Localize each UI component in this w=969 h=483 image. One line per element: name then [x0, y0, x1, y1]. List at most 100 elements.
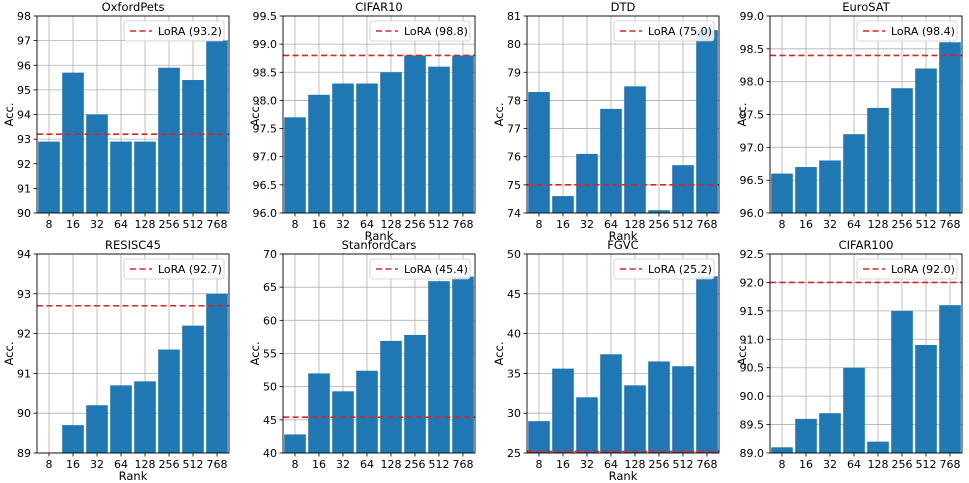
- y-tick-label: 74: [507, 207, 521, 220]
- y-tick-label: 89.0: [740, 447, 765, 460]
- y-axis-label: Acc.: [2, 342, 16, 366]
- y-tick-label: 25: [507, 447, 521, 460]
- axes-frame: [526, 15, 720, 214]
- x-tick-label: 8: [779, 458, 786, 471]
- x-tick-label: 512: [429, 458, 450, 471]
- chart-title: CIFAR10: [355, 0, 402, 14]
- bar-rank-256: [891, 310, 913, 453]
- x-tick-label: 128: [868, 218, 889, 231]
- x-tick-label: 64: [604, 218, 618, 231]
- x-tick-label: 16: [66, 458, 80, 471]
- x-tick-label: 16: [799, 458, 813, 471]
- bar-rank-128: [134, 141, 156, 213]
- x-tick-label: 8: [46, 218, 53, 231]
- y-tick-label: 79: [507, 66, 521, 79]
- bar-rank-32: [576, 153, 598, 213]
- x-tick-label: 512: [429, 218, 450, 231]
- y-tick-label: 97: [17, 35, 31, 48]
- x-tick-label: 16: [312, 458, 326, 471]
- y-tick-label: 95: [17, 84, 31, 97]
- y-tick-label: 97.0: [740, 141, 765, 154]
- bar-rank-64: [110, 141, 132, 213]
- x-tick-label: 8: [46, 458, 53, 471]
- panel-eurosat: 96.0 96.5 97.0 97.5 98.0 98.5 99.0 8 16 32 64 128 25…: [735, 0, 963, 231]
- bar-rank-256: [158, 349, 180, 453]
- x-tick-label: 128: [135, 218, 156, 231]
- axes-frame: [282, 15, 476, 214]
- legend-label: LoRA (92.7): [158, 263, 222, 276]
- bar-rank-256: [158, 67, 180, 213]
- bar-rank-8: [771, 173, 793, 213]
- axes-frame: [282, 253, 476, 454]
- x-axis-label: Rank: [119, 469, 148, 483]
- legend-box: [856, 258, 958, 280]
- bar-rank-16: [552, 368, 574, 453]
- bar-rank-256: [648, 361, 670, 453]
- bar-rank-32: [86, 114, 108, 213]
- y-tick-label: 92.5: [740, 248, 765, 261]
- x-tick-label: 768: [207, 218, 228, 231]
- bar-rank-128: [134, 381, 156, 453]
- x-tick-label: 512: [673, 458, 694, 471]
- x-tick-label: 768: [453, 458, 474, 471]
- panel-fgvc: 25 30 35 40 45 50 8 16 32 64 128 256 512 768 FGVC Acc. R…: [492, 238, 720, 483]
- axes-frame: [36, 253, 230, 454]
- x-tick-label: 16: [556, 458, 570, 471]
- chart-title: StanfordCars: [342, 238, 417, 252]
- bar-rank-512: [672, 165, 694, 213]
- y-tick-label: 60: [263, 314, 277, 327]
- x-tick-label: 8: [292, 218, 299, 231]
- y-tick-label: 99.5: [253, 10, 278, 23]
- y-tick-label: 91.5: [740, 305, 765, 318]
- y-tick-label: 98.5: [740, 43, 765, 56]
- axes-frame: [769, 15, 963, 214]
- y-tick-label: 30: [507, 407, 521, 420]
- x-tick-label: 768: [940, 218, 961, 231]
- y-tick-label: 93: [17, 133, 31, 146]
- y-tick-label: 40: [263, 447, 277, 460]
- chart-title: EuroSAT: [842, 0, 891, 14]
- legend-box: [123, 20, 225, 42]
- x-tick-label: 64: [847, 458, 861, 471]
- legend: LoRA (45.4): [369, 258, 471, 280]
- x-tick-label: 768: [207, 458, 228, 471]
- y-tick-label: 98.0: [253, 94, 278, 107]
- x-tick-label: 32: [336, 458, 350, 471]
- bar-rank-128: [380, 72, 402, 213]
- y-tick-label: 97.5: [253, 123, 278, 136]
- bar-rank-16: [552, 196, 574, 213]
- bar-rank-64: [110, 385, 132, 453]
- bar-rank-64: [600, 354, 622, 453]
- panel-oxfordpets: 90 91 92 93 94 95 96 97 98 8 16 32 64 128 256 512 768 Oxf…: [2, 0, 230, 231]
- x-tick-label: 16: [312, 218, 326, 231]
- y-tick-label: 98: [17, 10, 31, 23]
- y-tick-label: 75: [507, 179, 521, 192]
- y-tick-label: 96.5: [253, 179, 278, 192]
- x-tick-label: 128: [868, 458, 889, 471]
- bar-rank-768: [696, 30, 718, 213]
- bar-rank-32: [819, 413, 841, 453]
- y-tick-label: 80: [507, 38, 521, 51]
- bar-rank-256: [404, 55, 426, 213]
- x-tick-label: 256: [649, 458, 670, 471]
- axes-frame: [526, 253, 720, 454]
- legend-box: [369, 20, 471, 42]
- bar-rank-256: [404, 334, 426, 453]
- y-tick-label: 97.0: [253, 151, 278, 164]
- bar-rank-16: [308, 94, 330, 213]
- chart-title: DTD: [611, 0, 636, 14]
- panel-stanfordcars: 40 45 50 55 60 65 70 8 16 32 64 128 256 512 768 Stanfor…: [248, 238, 476, 471]
- y-axis-label: Acc.: [248, 342, 262, 366]
- x-tick-label: 16: [799, 218, 813, 231]
- axes-frame: [769, 253, 963, 454]
- legend-label: LoRA (75.0): [648, 25, 712, 38]
- panel-cifar10: 96.0 96.5 97.0 97.5 98.0 98.5 99.0 99.5 8 16 32 64 1…: [248, 0, 476, 243]
- legend-box: [369, 258, 471, 280]
- x-tick-label: 768: [940, 458, 961, 471]
- bar-rank-32: [86, 405, 108, 453]
- x-tick-label: 64: [114, 218, 128, 231]
- bar-rank-32: [819, 160, 841, 213]
- legend-label: LoRA (45.4): [404, 263, 468, 276]
- x-tick-label: 768: [697, 458, 718, 471]
